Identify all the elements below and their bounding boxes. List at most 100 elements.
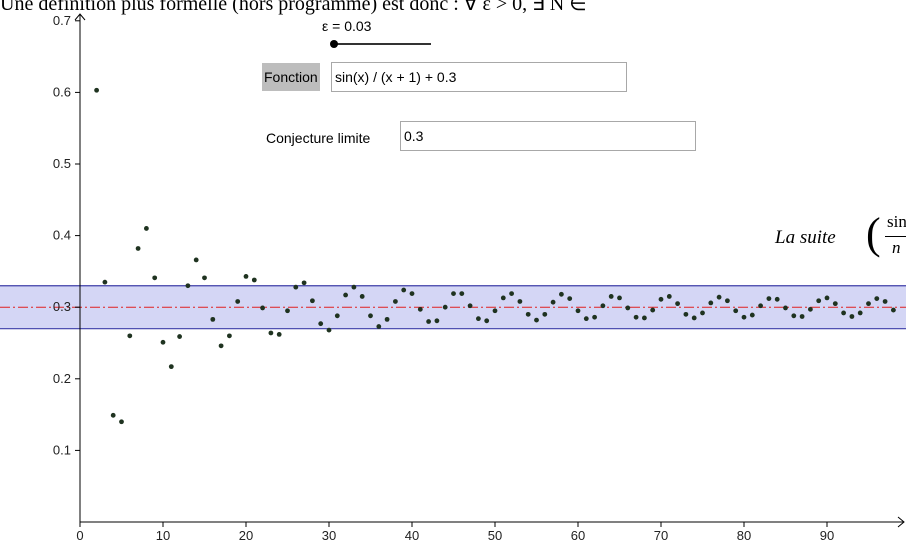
data-point bbox=[666, 294, 672, 299]
data-point bbox=[500, 295, 506, 301]
epsilon-slider-label: ε = 0.03 bbox=[322, 18, 372, 34]
data-point bbox=[700, 310, 705, 316]
data-point bbox=[193, 257, 199, 263]
caption-fraction-denominator: n bbox=[892, 238, 901, 257]
data-point bbox=[799, 314, 805, 319]
data-point bbox=[276, 332, 282, 337]
y-tick-label: 0.2 bbox=[53, 371, 71, 386]
data-point bbox=[559, 291, 564, 297]
caption-fraction-numerator: sin bbox=[887, 212, 906, 231]
caption-fraction-bar bbox=[885, 236, 906, 237]
data-point bbox=[334, 313, 340, 319]
data-point bbox=[110, 412, 116, 418]
data-point bbox=[708, 300, 714, 306]
data-point bbox=[808, 306, 813, 312]
data-point bbox=[293, 284, 299, 290]
data-point bbox=[152, 275, 158, 281]
y-tick-label: 0.7 bbox=[53, 13, 71, 28]
data-point bbox=[608, 294, 614, 299]
data-point bbox=[733, 308, 739, 314]
data-point bbox=[227, 333, 232, 339]
data-point bbox=[691, 315, 697, 321]
data-point bbox=[135, 246, 141, 251]
data-point bbox=[434, 318, 440, 324]
data-point bbox=[575, 308, 581, 314]
data-point bbox=[592, 314, 597, 320]
data-point bbox=[144, 226, 149, 231]
data-point bbox=[517, 299, 523, 304]
data-point bbox=[542, 311, 548, 317]
data-point bbox=[550, 299, 556, 305]
data-point bbox=[301, 280, 307, 286]
data-point bbox=[683, 311, 689, 317]
data-point bbox=[857, 310, 863, 316]
conjecture-input[interactable] bbox=[400, 121, 696, 151]
data-point bbox=[235, 299, 241, 304]
data-point bbox=[583, 316, 589, 322]
x-tick-label: 80 bbox=[737, 528, 751, 543]
data-point bbox=[749, 312, 755, 318]
data-point bbox=[866, 301, 871, 307]
data-point bbox=[94, 87, 99, 93]
caption-left-paren: ( bbox=[866, 209, 881, 258]
y-tick-label: 0.4 bbox=[53, 228, 71, 243]
data-point bbox=[783, 305, 788, 311]
x-tick-label: 0 bbox=[76, 528, 83, 543]
data-point bbox=[484, 318, 490, 324]
data-point bbox=[127, 333, 133, 339]
x-axis-arrow bbox=[897, 516, 905, 528]
data-point bbox=[451, 291, 456, 296]
data-point bbox=[891, 307, 896, 313]
data-point bbox=[260, 305, 265, 311]
data-point bbox=[625, 305, 631, 311]
data-point bbox=[102, 279, 108, 285]
y-tick-label: 0.3 bbox=[53, 299, 71, 314]
conjecture-field-label: Conjecture limite bbox=[266, 130, 371, 146]
tick-labels: 0 10 20 30 40 50 60 70 80 90 0.1 0.2 0.3 0.4 0.5 0.6 0.7 bbox=[53, 13, 834, 543]
data-point bbox=[849, 314, 855, 319]
axes bbox=[74, 13, 905, 528]
data-point bbox=[600, 303, 606, 309]
data-point bbox=[326, 327, 332, 333]
header-text: Une définition plus formelle (hors progr… bbox=[0, 0, 587, 15]
data-point bbox=[351, 284, 357, 290]
y-tick-label: 0.1 bbox=[53, 442, 71, 457]
data-point bbox=[243, 274, 249, 279]
data-point bbox=[758, 303, 763, 309]
data-point bbox=[368, 313, 373, 319]
data-point bbox=[816, 298, 822, 304]
epsilon-slider-track[interactable] bbox=[333, 43, 431, 45]
data-point bbox=[268, 330, 274, 336]
data-point bbox=[210, 316, 216, 322]
data-point bbox=[285, 308, 290, 314]
y-tick-label: 0.6 bbox=[53, 84, 71, 99]
sequence-points bbox=[94, 87, 896, 425]
data-point bbox=[318, 321, 324, 327]
data-point bbox=[168, 364, 174, 370]
data-point bbox=[874, 296, 880, 302]
x-tick-label: 70 bbox=[654, 528, 668, 543]
x-tick-label: 10 bbox=[156, 528, 170, 543]
y-tick-label: 0.5 bbox=[53, 156, 71, 171]
data-point bbox=[509, 291, 514, 296]
data-point bbox=[251, 277, 257, 283]
data-point bbox=[218, 343, 224, 349]
caption-text: La suite bbox=[775, 227, 836, 248]
data-point bbox=[824, 295, 830, 301]
data-point bbox=[160, 339, 166, 345]
data-point bbox=[725, 298, 730, 304]
x-tick-label: 60 bbox=[571, 528, 585, 543]
data-point bbox=[459, 291, 465, 296]
function-input[interactable] bbox=[331, 62, 627, 92]
data-point bbox=[716, 294, 722, 300]
data-point bbox=[741, 314, 747, 320]
epsilon-slider-knob[interactable] bbox=[330, 40, 338, 48]
data-point bbox=[617, 295, 622, 301]
data-point bbox=[442, 304, 448, 310]
x-tick-label: 90 bbox=[820, 528, 834, 543]
y-axis-arrow bbox=[74, 13, 86, 21]
data-point bbox=[882, 299, 888, 304]
data-point bbox=[401, 287, 407, 293]
data-point bbox=[376, 324, 382, 329]
